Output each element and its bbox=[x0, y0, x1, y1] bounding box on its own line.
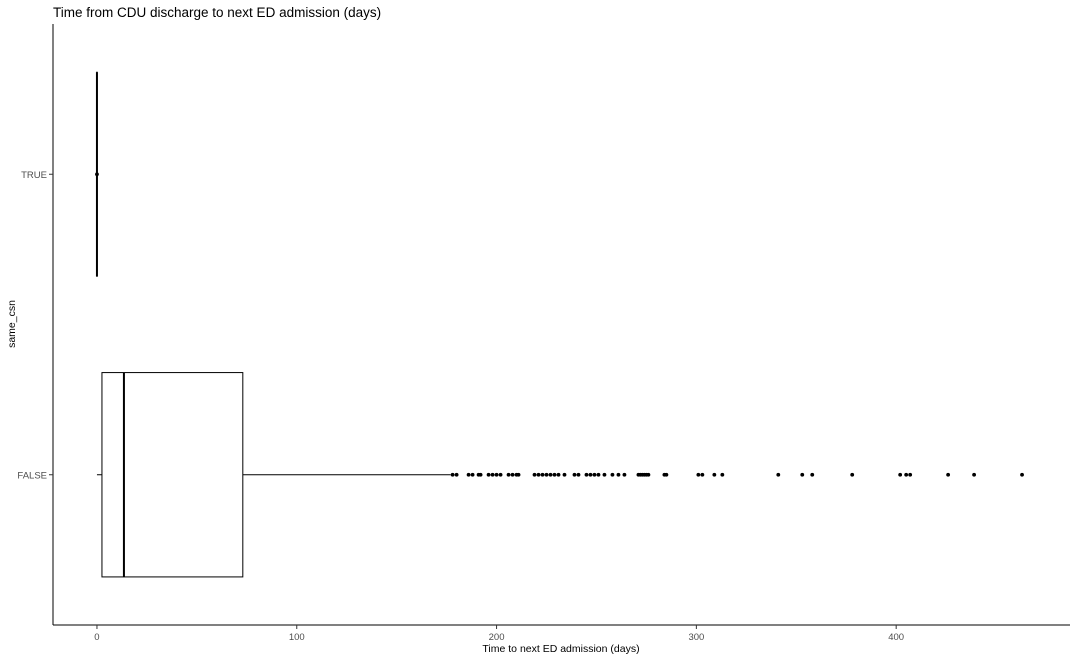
box-true bbox=[95, 71, 99, 277]
x-tick-label: 300 bbox=[688, 632, 704, 643]
outlier-point bbox=[898, 472, 903, 477]
outlier-point bbox=[664, 472, 669, 477]
y-tick-label: TRUE bbox=[21, 170, 47, 181]
outlier-point bbox=[850, 472, 855, 477]
box-iqr bbox=[101, 372, 244, 578]
outlier-point bbox=[720, 472, 725, 477]
tick-labels: 0 100 200 300 400 TRUE FALSE bbox=[17, 170, 904, 643]
outlier-point bbox=[908, 472, 913, 477]
outlier-point bbox=[712, 472, 717, 477]
outlier-point bbox=[466, 472, 471, 477]
outlier-point bbox=[1020, 472, 1024, 477]
chart-title: Time from CDU discharge to next ED admis… bbox=[53, 5, 381, 20]
outlier-point bbox=[95, 172, 99, 177]
x-tick-label: 0 bbox=[94, 632, 99, 643]
outlier-point bbox=[904, 472, 909, 477]
outlier-point bbox=[584, 472, 589, 477]
outlier-point bbox=[696, 472, 701, 477]
outlier-point bbox=[552, 472, 557, 477]
outlier-point bbox=[562, 472, 567, 477]
x-tick-label: 200 bbox=[489, 632, 505, 643]
outlier-point bbox=[510, 472, 515, 477]
outlier-point bbox=[450, 472, 455, 477]
x-tick-label: 100 bbox=[289, 632, 305, 643]
x-tick-label: 400 bbox=[888, 632, 904, 643]
outlier-point bbox=[646, 472, 651, 477]
outlier-point bbox=[810, 472, 815, 477]
outlier-point bbox=[548, 472, 553, 477]
outlier-point bbox=[486, 472, 491, 477]
x-axis-title: Time to next ED admission (days) bbox=[482, 643, 639, 655]
outlier-point bbox=[622, 472, 627, 477]
outlier-point bbox=[592, 472, 597, 477]
outlier-point bbox=[470, 472, 475, 477]
outlier-point bbox=[454, 472, 459, 477]
outlier-point bbox=[572, 472, 577, 477]
outlier-point bbox=[490, 472, 495, 477]
outlier-point bbox=[588, 472, 593, 477]
y-tick-label: FALSE bbox=[17, 470, 47, 481]
outlier-point bbox=[478, 472, 483, 477]
outlier-point bbox=[494, 472, 499, 477]
box-marks bbox=[95, 71, 1024, 578]
outlier-point bbox=[544, 472, 549, 477]
outlier-point bbox=[556, 472, 561, 477]
outlier-point bbox=[596, 472, 601, 477]
outlier-point bbox=[540, 472, 545, 477]
outlier-point bbox=[616, 472, 621, 477]
outlier-point bbox=[516, 472, 521, 477]
box-false bbox=[96, 372, 1024, 578]
outlier-point bbox=[506, 472, 511, 477]
outlier-point bbox=[972, 472, 976, 477]
outlier-point bbox=[532, 472, 537, 477]
outlier-point bbox=[602, 472, 607, 477]
y-axis-title: same_csn bbox=[6, 300, 18, 348]
outlier-point bbox=[536, 472, 541, 477]
outlier-point bbox=[700, 472, 705, 477]
axes bbox=[49, 24, 1070, 629]
outlier-point bbox=[946, 472, 951, 477]
outlier-point bbox=[800, 472, 805, 477]
outlier-point bbox=[610, 472, 615, 477]
outlier-point bbox=[576, 472, 581, 477]
outlier-point bbox=[498, 472, 503, 477]
outlier-point bbox=[776, 472, 781, 477]
